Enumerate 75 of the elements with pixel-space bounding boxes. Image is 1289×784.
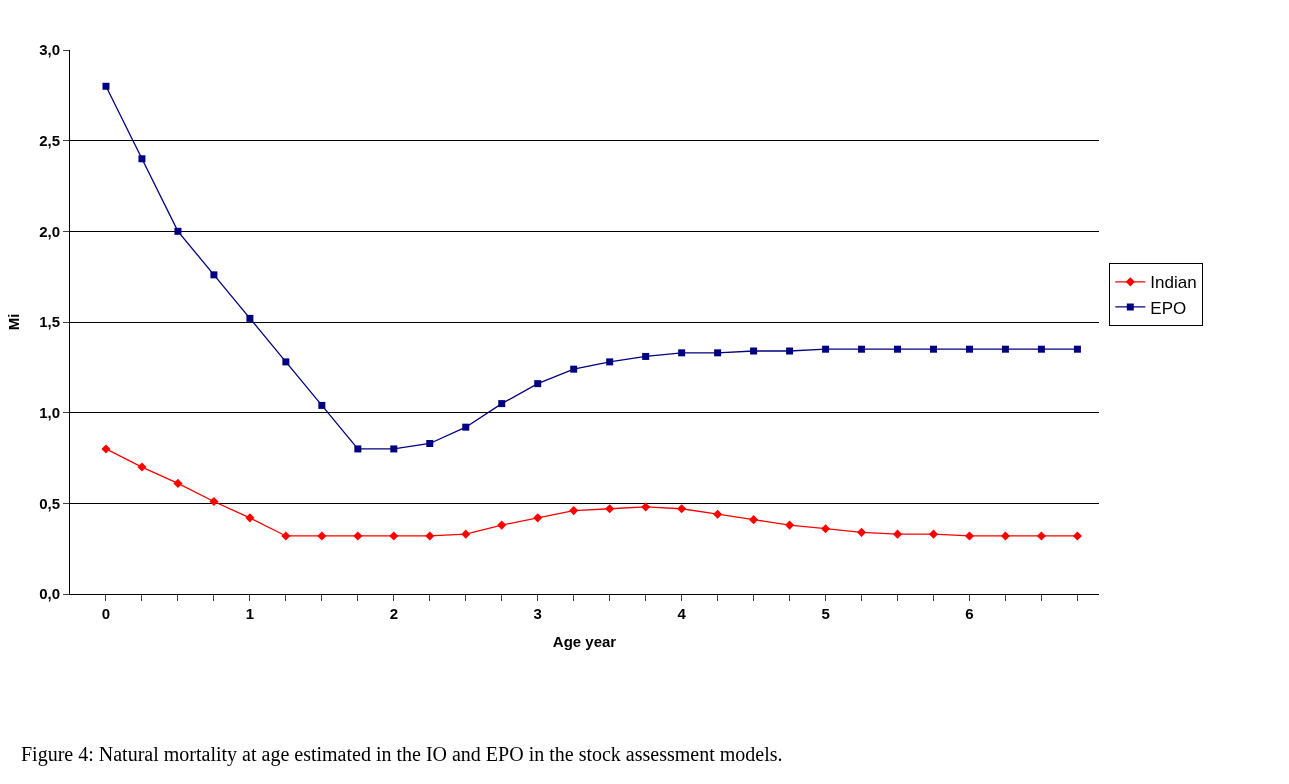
point — [786, 347, 794, 355]
x-tick-label: 0 — [101, 605, 111, 622]
point — [858, 345, 866, 353]
point — [1072, 531, 1082, 541]
point — [1001, 345, 1009, 353]
point — [1036, 531, 1046, 541]
y-axis-title: Mi — [5, 313, 23, 331]
point — [425, 531, 435, 541]
y-tick-label: 0,5 — [39, 494, 60, 512]
point — [282, 358, 290, 366]
point — [856, 527, 867, 537]
point — [749, 515, 759, 525]
x-tick-label: 6 — [965, 605, 974, 622]
point — [281, 531, 291, 541]
point — [245, 513, 255, 523]
point — [1073, 345, 1081, 353]
point — [894, 345, 902, 353]
point — [137, 462, 147, 472]
x-tick-label: 3 — [533, 605, 542, 622]
point — [498, 400, 506, 408]
point — [390, 445, 398, 453]
legend-label: EPO — [1150, 298, 1187, 318]
point — [930, 345, 937, 353]
point — [964, 531, 975, 541]
point — [641, 502, 651, 512]
point — [317, 531, 327, 541]
x-axis-title: Age year — [552, 633, 617, 650]
point — [713, 509, 723, 519]
point — [750, 347, 758, 355]
point — [354, 445, 362, 453]
caption: Figure 4: Natural mortality at age estimated in the IO and EPO in the stock assessment models. — [21, 743, 783, 766]
x-tick-label: 1 — [245, 605, 255, 622]
point — [174, 227, 182, 235]
point — [138, 155, 146, 163]
x-tick-label: 5 — [821, 605, 830, 622]
point — [821, 524, 831, 534]
point — [389, 531, 399, 541]
point — [785, 520, 795, 530]
point — [246, 314, 254, 322]
point — [892, 529, 903, 539]
y-tick-label: 1,5 — [39, 313, 60, 331]
point — [605, 504, 615, 514]
point — [928, 529, 939, 539]
point — [101, 444, 111, 454]
point — [678, 349, 686, 357]
point — [1037, 345, 1045, 353]
point — [210, 271, 218, 279]
x-tick-label: 4 — [677, 605, 687, 622]
point — [570, 365, 578, 373]
y-tick-label: 1,0 — [39, 403, 60, 421]
point — [102, 82, 110, 90]
point — [965, 345, 973, 353]
y-tick-label: 2,5 — [39, 131, 60, 149]
x-tick-label: 2 — [389, 605, 398, 622]
point — [462, 423, 470, 431]
point — [209, 496, 219, 507]
point — [461, 529, 471, 539]
point — [353, 531, 363, 541]
y-tick-label: 3,0 — [39, 41, 60, 59]
y-tick-label: 2,0 — [39, 222, 60, 240]
point — [1000, 531, 1010, 541]
point — [714, 349, 722, 357]
point — [822, 345, 830, 353]
point — [606, 358, 614, 366]
point — [534, 380, 542, 388]
point — [533, 513, 543, 523]
point — [569, 506, 579, 516]
point — [318, 401, 326, 409]
point — [497, 520, 507, 530]
legend-label: Indian — [1150, 273, 1197, 293]
point — [677, 504, 687, 514]
point — [173, 478, 183, 488]
point — [642, 352, 650, 360]
y-tick-label: 0,0 — [39, 585, 60, 603]
point — [426, 439, 434, 447]
